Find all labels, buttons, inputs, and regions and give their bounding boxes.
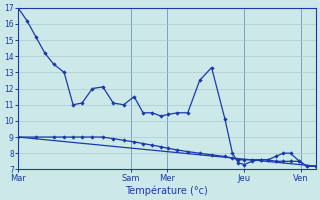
X-axis label: Température (°c): Température (°c) <box>125 185 208 196</box>
